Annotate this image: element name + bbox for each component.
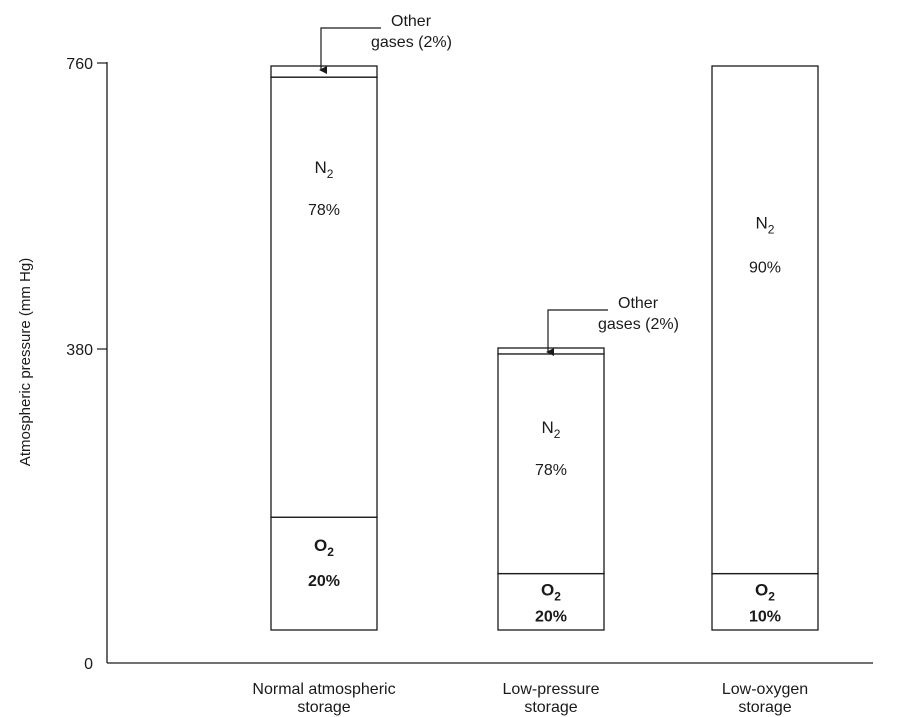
callout-arrow <box>546 309 608 356</box>
bar-group: O2 10% N2 90% <box>711 65 819 631</box>
segment-gas-label: N2 <box>756 213 775 236</box>
segment-percent-label: 20% <box>308 573 340 590</box>
segment-gas-label: O2 <box>314 536 334 559</box>
bar-segment <box>497 347 605 355</box>
callout-label: gases (2%) <box>371 34 452 51</box>
bar-segment <box>270 76 378 518</box>
callout-label: Other <box>618 295 659 312</box>
bar-segment <box>711 572 819 631</box>
bar-group: O2 20% N2 78% Other gases (2%) <box>270 13 452 631</box>
bars: O2 20% N2 78% Other gases (2%) O2 20% N2 78% Other… <box>270 13 819 631</box>
y-tick-label: 0 <box>84 656 93 673</box>
segment-percent-label: 78% <box>535 462 567 479</box>
y-axis-title: Atmospheric pressure (mm Hg) <box>17 258 34 466</box>
y-tick-label: 760 <box>66 56 93 73</box>
segment-gas-label: N2 <box>542 418 561 441</box>
segment-percent-label: 90% <box>749 259 781 276</box>
callout-label: Other <box>391 13 432 30</box>
x-tick-label: storage <box>738 699 791 716</box>
x-tick-label: Normal atmospheric <box>252 681 395 698</box>
x-tick-label: Low-pressure <box>503 681 600 698</box>
segment-percent-label: 20% <box>535 609 567 626</box>
callout-label: gases (2%) <box>598 316 679 333</box>
bar-segment <box>497 572 605 631</box>
bar-segment <box>270 516 378 631</box>
bar-group: O2 20% N2 78% Other gases (2%) <box>497 295 679 631</box>
x-tick-label: storage <box>524 699 577 716</box>
bar-segment <box>711 65 819 575</box>
y-tick-label: 380 <box>66 342 93 359</box>
segment-gas-label: O2 <box>755 581 775 604</box>
x-tick-label: storage <box>297 699 350 716</box>
segment-percent-label: 78% <box>308 202 340 219</box>
segment-gas-label: O2 <box>541 581 561 604</box>
segment-percent-label: 10% <box>749 609 781 626</box>
x-tick-label: Low-oxygen <box>722 681 808 698</box>
segment-gas-label: N2 <box>315 158 334 181</box>
axes: 0 380 760 Atmospheric pressure (mm Hg) Norma… <box>17 56 873 716</box>
bar-segment <box>270 65 378 78</box>
callout-arrow <box>319 27 381 74</box>
